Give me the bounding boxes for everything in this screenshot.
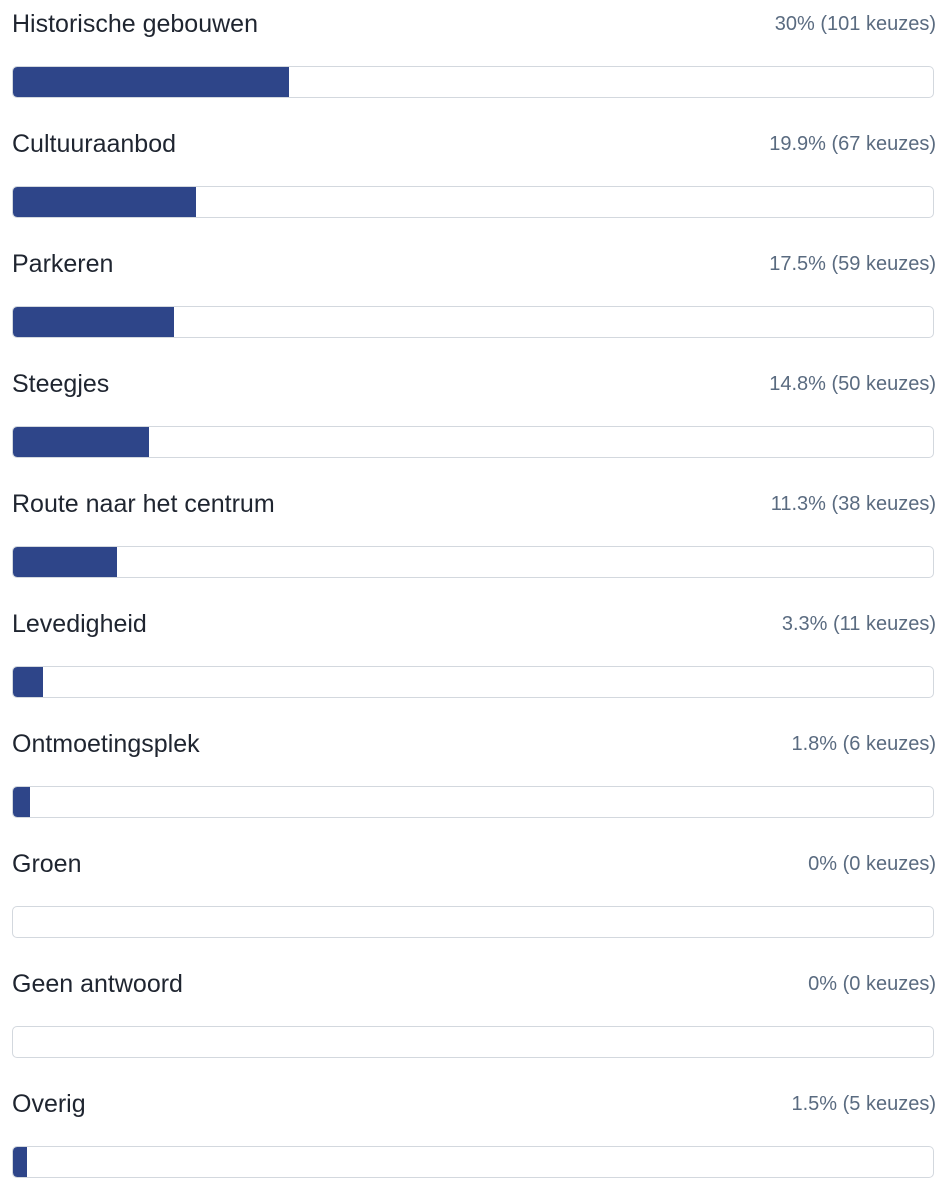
bar-fill xyxy=(13,547,117,577)
option-result: 1.8% (6 keuzes) xyxy=(791,733,936,755)
bar-track xyxy=(12,786,934,818)
poll-option: Levedigheid 3.3% (11 keuzes) xyxy=(0,600,938,720)
bar-track xyxy=(12,1026,934,1058)
poll-option: Ontmoetingsplek 1.8% (6 keuzes) xyxy=(0,720,938,840)
bar-fill xyxy=(13,667,44,697)
option-result: 14.8% (50 keuzes) xyxy=(769,373,936,395)
option-label: Overig xyxy=(12,1090,86,1118)
option-result: 30% (101 keuzes) xyxy=(774,13,936,35)
option-label: Geen antwoord xyxy=(12,970,183,998)
poll-option: Historische gebouwen 30% (101 keuzes) xyxy=(0,0,938,120)
poll-option: Parkeren 17.5% (59 keuzes) xyxy=(0,240,938,360)
option-result: 17.5% (59 keuzes) xyxy=(769,253,936,275)
option-label: Ontmoetingsplek xyxy=(12,730,200,758)
option-label: Historische gebouwen xyxy=(12,10,258,38)
poll-option: Cultuuraanbod 19.9% (67 keuzes) xyxy=(0,120,938,240)
option-label: Levedigheid xyxy=(12,610,147,638)
bar-fill xyxy=(13,307,174,337)
option-result: 0% (0 keuzes) xyxy=(808,853,936,875)
bar-fill xyxy=(13,787,30,817)
option-result: 19.9% (67 keuzes) xyxy=(769,133,936,155)
bar-track xyxy=(12,546,934,578)
option-result: 1.5% (5 keuzes) xyxy=(791,1093,936,1115)
bar-track xyxy=(12,1146,934,1178)
bar-fill xyxy=(13,67,289,97)
option-result: 0% (0 keuzes) xyxy=(808,973,936,995)
option-label: Parkeren xyxy=(12,250,114,278)
bar-track xyxy=(12,426,934,458)
option-label: Route naar het centrum xyxy=(12,490,275,518)
option-label: Steegjes xyxy=(12,370,110,398)
option-result: 11.3% (38 keuzes) xyxy=(770,493,936,515)
bar-track xyxy=(12,306,934,338)
option-label: Groen xyxy=(12,850,82,878)
bar-fill xyxy=(13,187,197,217)
poll-option: Route naar het centrum 11.3% (38 keuzes) xyxy=(0,480,938,600)
bar-track xyxy=(12,186,934,218)
bar-track xyxy=(12,906,934,938)
bar-fill xyxy=(13,427,150,457)
option-result: 3.3% (11 keuzes) xyxy=(781,613,936,635)
poll-option: Geen antwoord 0% (0 keuzes) xyxy=(0,960,938,1080)
bar-track xyxy=(12,666,934,698)
option-label: Cultuuraanbod xyxy=(12,130,177,158)
poll-option: Steegjes 14.8% (50 keuzes) xyxy=(0,360,938,480)
poll-option: Groen 0% (0 keuzes) xyxy=(0,840,938,960)
bar-fill xyxy=(13,1147,27,1177)
poll-option: Overig 1.5% (5 keuzes) xyxy=(0,1080,938,1200)
bar-track xyxy=(12,66,934,98)
